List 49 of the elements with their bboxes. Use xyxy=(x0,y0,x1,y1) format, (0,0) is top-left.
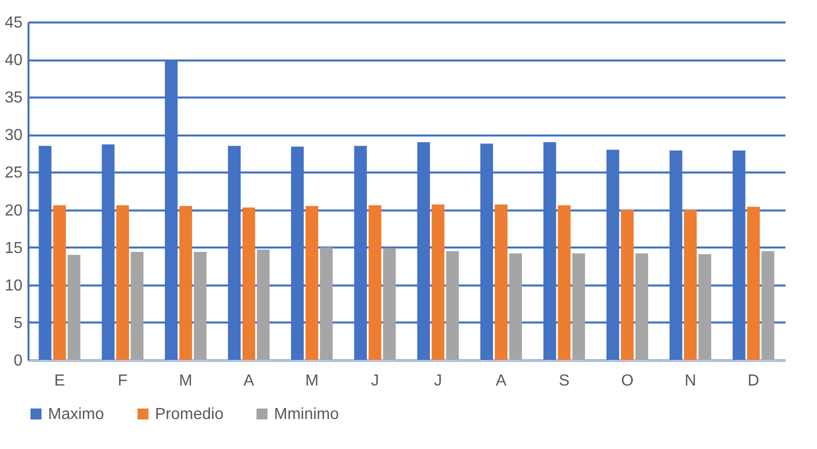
bar xyxy=(130,252,144,360)
x-tick-label: A xyxy=(496,372,507,390)
x-tick-label: F xyxy=(118,372,128,390)
y-tick-label: 10 xyxy=(4,277,23,294)
y-tick-label: 40 xyxy=(4,52,23,70)
bar xyxy=(747,206,760,360)
legend-label: Mminimo xyxy=(274,406,339,423)
bar xyxy=(446,251,459,360)
bar xyxy=(558,205,571,360)
y-tick-label: 20 xyxy=(4,202,23,220)
x-tick-label: M xyxy=(305,372,319,390)
legend-label: Promedio xyxy=(155,406,224,423)
x-tick-label: A xyxy=(243,372,254,390)
x-tick-label: O xyxy=(621,372,634,390)
bar xyxy=(432,204,444,360)
bar xyxy=(572,253,586,360)
legend-label: Maximo xyxy=(48,406,104,423)
y-tick-label: 25 xyxy=(4,164,23,182)
bar xyxy=(179,206,192,360)
bar xyxy=(320,247,333,360)
bar xyxy=(762,251,774,360)
x-tick-label: N xyxy=(684,372,696,390)
bar xyxy=(620,210,634,360)
bar xyxy=(509,253,522,360)
x-tick-label: S xyxy=(558,372,570,390)
bar xyxy=(242,208,256,360)
bar xyxy=(306,206,318,360)
y-tick-label: 35 xyxy=(4,90,23,107)
x-tick-label: J xyxy=(370,372,379,390)
bar xyxy=(635,253,648,360)
y-tick-label: 15 xyxy=(4,240,23,257)
bar xyxy=(368,205,382,360)
x-tick-label: E xyxy=(54,372,65,390)
y-tick-label: 0 xyxy=(14,352,23,370)
y-tick-label: 30 xyxy=(4,127,23,144)
bar xyxy=(256,250,270,360)
bar xyxy=(116,205,129,360)
y-tick-label: 5 xyxy=(14,314,23,332)
y-tick-label: 45 xyxy=(4,14,23,32)
x-tick-label: J xyxy=(434,372,442,390)
x-tick-label: M xyxy=(179,372,192,390)
bar xyxy=(383,248,396,360)
x-tick-label: D xyxy=(748,372,760,390)
bar xyxy=(698,254,712,360)
bar xyxy=(494,204,508,360)
bar xyxy=(68,254,80,360)
bar xyxy=(684,210,697,360)
bar xyxy=(53,205,66,360)
bar xyxy=(194,252,207,360)
